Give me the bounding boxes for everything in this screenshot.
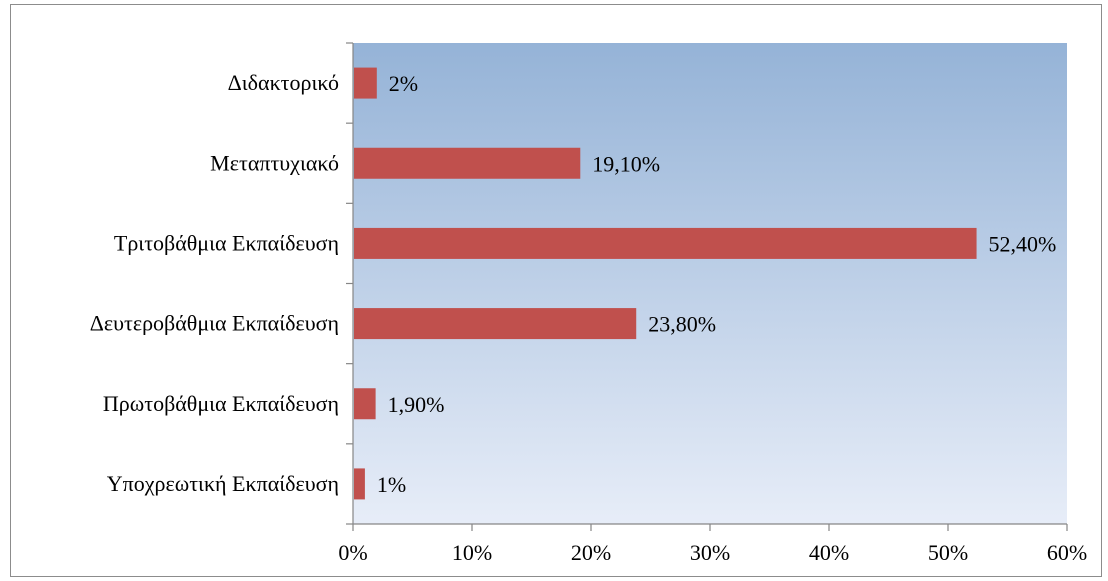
plot-area	[353, 43, 1067, 524]
bar	[354, 67, 377, 99]
x-tick-label: 50%	[928, 540, 968, 565]
x-tick-label: 30%	[690, 540, 730, 565]
bar	[354, 308, 637, 340]
category-label: Τριτοβάθμια Εκπαίδευση	[114, 230, 339, 255]
category-label: Δευτεροβάθμια Εκπαίδευση	[90, 311, 339, 336]
chart-frame: 0% 10% 20% 30% 40% 50% 60% Διδακτορικό 2% Μεταπτυ…	[10, 4, 1102, 577]
data-label: 1%	[377, 472, 406, 497]
data-label: 1,90%	[388, 392, 445, 417]
data-label: 23,80%	[648, 312, 716, 337]
category-label: Πρωτοβάθμια Εκπαίδευση	[103, 391, 339, 416]
category-label: Διδακτορικό	[228, 70, 339, 95]
x-tick-label: 10%	[452, 540, 492, 565]
bar	[354, 388, 376, 420]
data-label: 52,40%	[989, 231, 1057, 256]
x-tick-label: 40%	[809, 540, 849, 565]
horizontal-bar-chart: 0% 10% 20% 30% 40% 50% 60% Διδακτορικό 2% Μεταπτυ…	[90, 42, 1087, 565]
category-label: Υποχρεωτική Εκπαίδευση	[107, 471, 339, 496]
data-label: 2%	[389, 71, 418, 96]
x-tick-label: 0%	[338, 540, 367, 565]
data-label: 19,10%	[592, 151, 660, 176]
x-tick-label: 60%	[1047, 540, 1087, 565]
bar	[354, 468, 365, 500]
bar	[354, 227, 977, 259]
category-label: Μεταπτυχιακό	[210, 150, 339, 175]
x-tick-label: 20%	[571, 540, 611, 565]
bar	[354, 147, 581, 179]
